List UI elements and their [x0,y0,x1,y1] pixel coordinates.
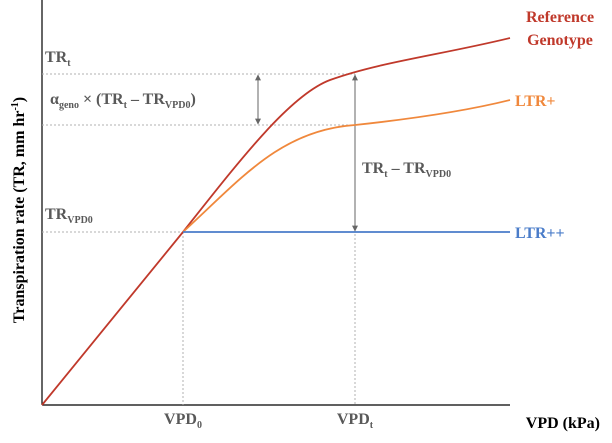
alpha-term: αgeno × (TRt – TRVPD0) [50,91,196,111]
vpdt-label: VPDt [337,411,374,431]
x-axis-label: VPD (kPa) [526,415,600,432]
guide-lines [42,73,356,405]
tr-vpd0-label: TRVPD0 [45,206,93,226]
ltr-plus-curve [182,99,511,233]
vpd0-label: VPD0 [164,411,202,431]
reference-curve [41,37,511,406]
ltr-plus-label: LTR+ [515,93,556,110]
reference-label: Genotype [527,32,593,49]
reference-label: Reference [526,9,594,26]
ltr-plus-plus-label: LTR++ [515,225,565,242]
tr-t-label: TRt [45,49,71,69]
y-axis-label: Transpiration rate (TR, mm hr-1) [10,97,28,323]
difference-term: TRt – TRVPD0 [362,160,451,180]
